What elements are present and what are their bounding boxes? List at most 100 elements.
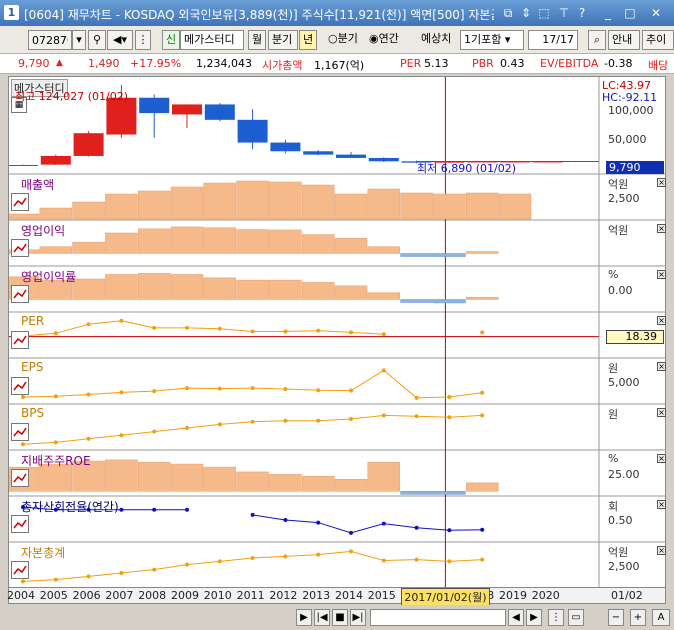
panel-title-6: BPS	[21, 406, 45, 420]
panel-close-icon[interactable]: ×	[657, 454, 666, 463]
panel-close-icon[interactable]: ×	[657, 500, 666, 509]
bar	[301, 475, 335, 492]
close-icon[interactable]: ✕	[650, 6, 662, 20]
chart-area[interactable]: 메가스터디 ▦ 최고 124,027 (01/02) 최저 6,890 (01/…	[8, 76, 666, 588]
scroll-first-icon[interactable]: |◀	[314, 609, 330, 626]
quarter-radio[interactable]: ○분기	[328, 32, 358, 45]
bar	[236, 180, 269, 220]
quarter-button[interactable]: 분기	[268, 30, 298, 50]
current-price: 9,790	[18, 57, 50, 70]
panel-chart-icon[interactable]	[11, 515, 29, 533]
grip-icon	[6, 30, 14, 50]
panel-chart-icon[interactable]	[11, 331, 29, 349]
panel-chart-icon[interactable]	[11, 561, 29, 579]
x-tick-label: 2007	[105, 589, 134, 602]
panel-chart-icon[interactable]	[11, 423, 29, 441]
x-tick-label: 2019	[499, 589, 527, 602]
data-point	[480, 330, 485, 335]
year-radio[interactable]: ◉연간	[369, 32, 399, 45]
bar	[269, 279, 302, 300]
panel-close-icon[interactable]: ×	[657, 178, 666, 187]
scroll-grip-icon[interactable]: ⋮	[548, 609, 564, 626]
panel-unit: 억원	[608, 178, 629, 191]
market-cap-label: 시가총액	[262, 59, 303, 72]
settings-icon[interactable]: ⋮	[135, 30, 151, 50]
ev-ebitda-value: -0.38	[604, 57, 633, 70]
panel-title-7: 지배주주ROE	[21, 454, 91, 468]
layout-icon[interactable]: ⬚	[538, 6, 550, 20]
period-select[interactable]: 1기포함 ▾	[460, 30, 524, 50]
panel-chart-icon[interactable]	[11, 193, 29, 211]
stock-code-input[interactable]	[28, 30, 72, 50]
panel-unit: 억원	[608, 224, 629, 237]
candle	[9, 164, 38, 166]
guide-button[interactable]: 안내	[608, 30, 640, 50]
panel-chart-icon[interactable]	[11, 239, 29, 257]
panel-chart-icon[interactable]	[11, 377, 29, 395]
zoom-in-button[interactable]: +	[630, 609, 646, 626]
panel-tick: 2,500	[608, 192, 640, 205]
scroll-left-icon[interactable]: ◀	[508, 609, 524, 626]
code-dropdown-icon[interactable]: ▾	[72, 30, 86, 50]
bar	[433, 491, 466, 495]
search-icon[interactable]: ⚲	[88, 30, 106, 50]
scroll-last-icon[interactable]: ▶|	[350, 609, 366, 626]
panel-close-icon[interactable]: ×	[657, 316, 666, 325]
link-icon[interactable]: ⧉	[503, 6, 513, 20]
high-annotation: 최고 124,027 (01/02)	[15, 90, 129, 103]
panel-close-icon[interactable]: ×	[657, 224, 666, 233]
scroll-start-button[interactable]: ▶	[296, 609, 312, 626]
panel-close-icon[interactable]: ×	[657, 362, 666, 371]
help-icon[interactable]: ?	[578, 6, 586, 20]
panel-tick: 0.50	[608, 514, 633, 527]
candle	[73, 133, 104, 156]
scroll-right-icon[interactable]: ▶	[526, 609, 542, 626]
bar	[301, 234, 335, 254]
sound-icon[interactable]: ◀▾	[107, 30, 133, 50]
x-axis: 2004 2005 2006 2007 2008 2009 2010 2011 2012 2013…	[7, 588, 666, 606]
zoom-mode-icon[interactable]: ▭	[568, 609, 584, 626]
zoom-out-button[interactable]: −	[608, 609, 624, 626]
bar	[433, 253, 466, 257]
window-number-badge: 1	[4, 5, 19, 20]
bar	[72, 278, 105, 300]
bar	[433, 299, 466, 304]
series-line	[22, 506, 187, 511]
add-button[interactable]: 추이	[642, 30, 674, 50]
x-tick-label: 2008	[138, 589, 167, 602]
bar	[367, 188, 401, 220]
week-button[interactable]: 월	[248, 30, 266, 50]
scroll-track[interactable]	[370, 609, 506, 626]
maximize-icon[interactable]: □	[624, 6, 636, 20]
magnify-icon[interactable]: ⌕	[588, 30, 606, 50]
candle	[106, 97, 137, 135]
pin-icon[interactable]: ⊤	[558, 6, 570, 20]
stop-icon[interactable]: ■	[332, 609, 348, 626]
bar	[236, 229, 269, 254]
data-point	[21, 579, 25, 584]
year-button[interactable]: 년	[299, 30, 317, 50]
stock-name-field[interactable]: 메가스터디	[180, 30, 244, 50]
bar	[72, 460, 105, 492]
bar	[170, 274, 204, 300]
panel-close-icon[interactable]: ×	[657, 546, 666, 555]
candle	[237, 119, 268, 143]
bar	[367, 462, 401, 492]
panel-chart-icon[interactable]	[11, 285, 29, 303]
x-tick-label: 2004	[7, 589, 35, 602]
bar	[137, 462, 171, 492]
panel-close-icon[interactable]: ×	[657, 270, 666, 279]
panel-unit: 원	[608, 362, 619, 375]
panel-close-icon[interactable]: ×	[657, 408, 666, 417]
font-size-button[interactable]: A	[652, 609, 670, 626]
grid-icon[interactable]: ▦	[11, 97, 27, 113]
minimize-icon[interactable]: _	[605, 6, 611, 20]
price-tick-100000: 100,000	[608, 104, 654, 117]
bar	[269, 229, 302, 254]
panel-chart-icon[interactable]	[11, 469, 29, 487]
resize-icon[interactable]: ⇕	[520, 6, 532, 20]
candle	[270, 142, 301, 152]
bar	[367, 246, 401, 254]
pbr-label: PBR	[472, 57, 494, 70]
